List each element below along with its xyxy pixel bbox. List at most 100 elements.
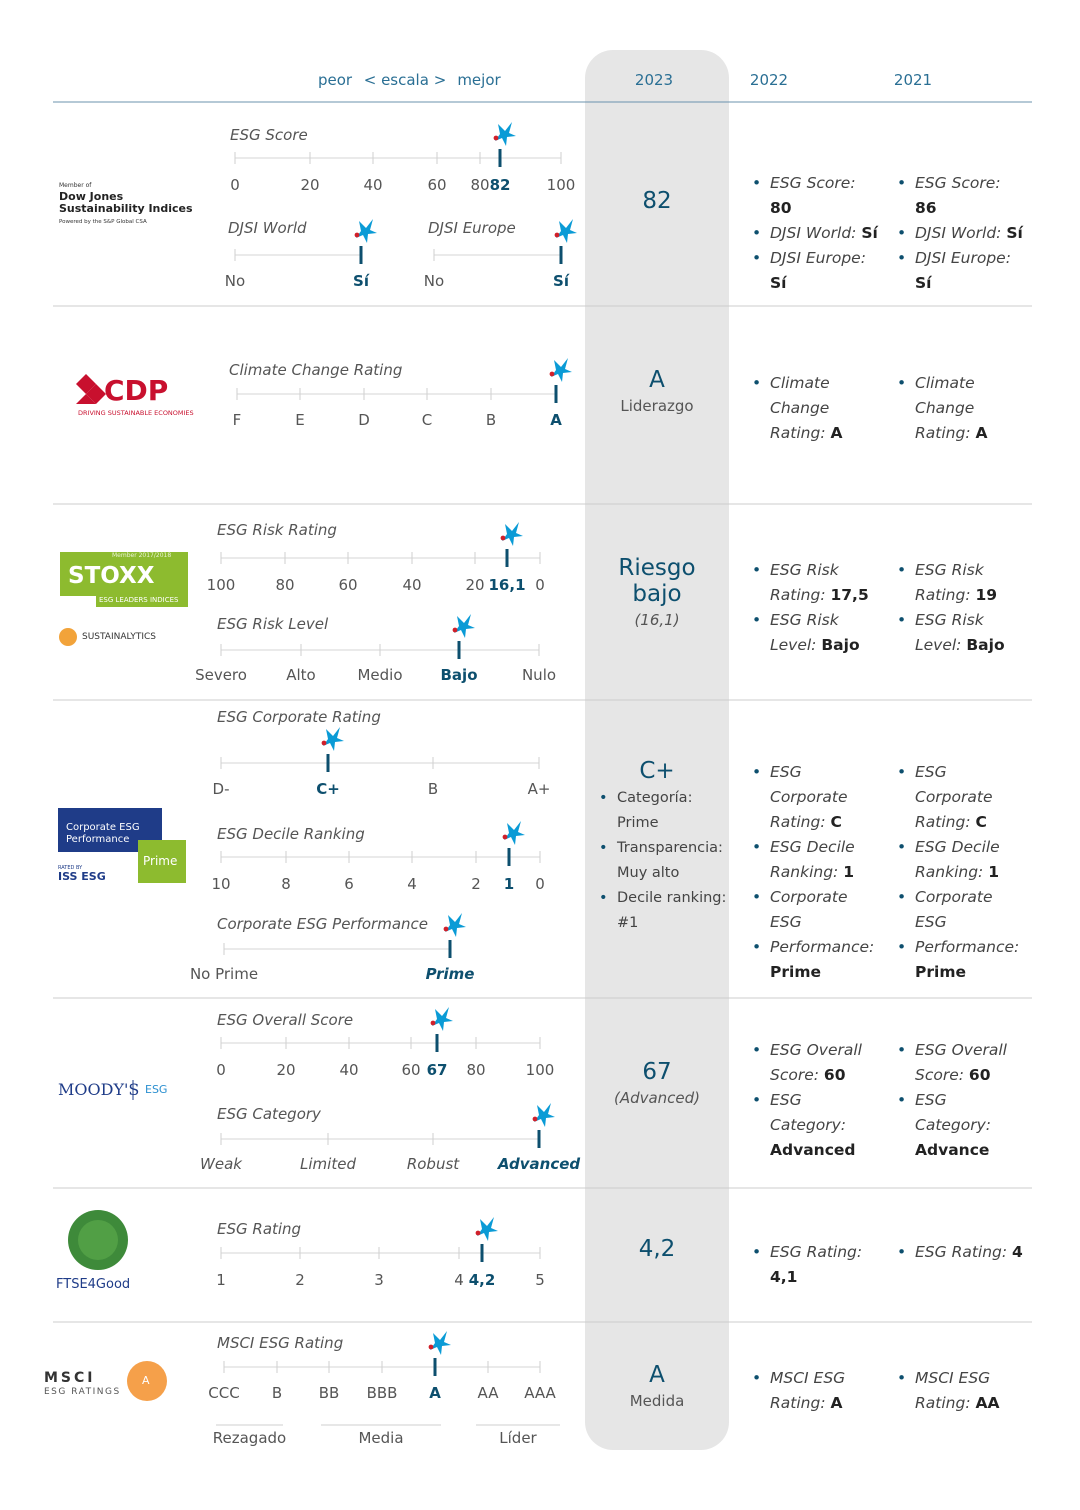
- sustainalytics-mark: [59, 628, 77, 646]
- tick-label: 10: [211, 875, 231, 893]
- tick-label: AA: [477, 1384, 499, 1402]
- logo-text: STOXX: [68, 563, 155, 589]
- cdp-mark: [76, 374, 106, 404]
- year-item: ESG Risk Level: Bajo: [752, 608, 880, 658]
- marker-dot: [443, 926, 449, 932]
- item-label: ESG Decile Ranking:: [770, 838, 855, 881]
- tick-label: A: [550, 411, 562, 429]
- tick-label: 67: [426, 1061, 448, 1079]
- marker: [532, 1103, 555, 1127]
- tick-label: A+: [527, 780, 551, 798]
- tick-label: B: [427, 780, 439, 798]
- scale-title: Corporate ESG Performance: [217, 915, 428, 933]
- rating-main: 4,2: [638, 1236, 676, 1262]
- tick-label: B: [485, 411, 497, 429]
- item-label: DJSI World:: [770, 224, 857, 242]
- scale-title: ESG Overall Score: [217, 1011, 354, 1029]
- item-label: ESG Score:: [915, 174, 1001, 192]
- header-year: 2021: [893, 71, 933, 89]
- marker-dot: [500, 535, 506, 541]
- row-separators: [53, 101, 1032, 1323]
- item-value: A: [975, 424, 988, 442]
- marker: [554, 219, 577, 243]
- year-item: ESG Risk Rating: 19: [897, 558, 1025, 608]
- year-list: ESG Rating: 4: [897, 1240, 1025, 1265]
- item-value: AA: [975, 1394, 1000, 1412]
- item-value: A: [830, 1394, 843, 1412]
- year-item: ESG Corporate Rating: C: [897, 760, 1025, 835]
- logo-text: RATED BY: [58, 865, 83, 871]
- rating-main: 67: [642, 1059, 672, 1085]
- year-list: ESG Risk Rating: 19ESG Risk Level: Bajo: [897, 558, 1025, 658]
- logo-text: Prime: [143, 854, 178, 868]
- tick-label: AAA: [524, 1384, 556, 1402]
- marker: [452, 614, 475, 638]
- group-label: Líder: [499, 1429, 537, 1447]
- tick-label: 20: [300, 176, 320, 194]
- marker-star: [356, 219, 377, 243]
- item-value: 1: [988, 863, 999, 881]
- item-label: ESG Risk Level:: [915, 611, 984, 654]
- logo-text: Member of: [59, 182, 92, 189]
- year-item: ESG Overall Score: 60: [752, 1038, 880, 1088]
- tick-label: No: [423, 272, 445, 290]
- year-list: MSCI ESG Rating: A: [752, 1366, 880, 1416]
- marker-star: [551, 358, 572, 382]
- item-label: ESG Risk Level:: [770, 611, 839, 654]
- year-item: Corporate ESG: [897, 885, 1025, 935]
- item-value: C: [975, 813, 987, 831]
- item-label: MSCI ESG Rating:: [915, 1369, 991, 1412]
- item-value: 19: [975, 586, 998, 604]
- tick-label: B: [271, 1384, 283, 1402]
- header-year: 2022: [749, 71, 789, 89]
- tick-label: 20: [276, 1061, 296, 1079]
- year-item: MSCI ESG Rating: AA: [897, 1366, 1025, 1416]
- tick-label: 0: [216, 1061, 226, 1079]
- item-label: DJSI World:: [915, 224, 1002, 242]
- item-label: ESG Category:: [915, 1091, 992, 1134]
- scale-title: ESG Decile Ranking: [217, 825, 365, 843]
- rating-sub: (16,1): [634, 611, 680, 629]
- marker-star: [432, 1007, 453, 1031]
- tick-label: 80: [466, 1061, 486, 1079]
- tick-label: 8: [281, 875, 291, 893]
- scale-title: ESG Category: [217, 1105, 321, 1123]
- year-item: DJSI Europe: Sí: [752, 246, 880, 296]
- item-value: Sí: [915, 274, 932, 292]
- tick-label: 100: [546, 176, 576, 194]
- rating-sub: (Advanced): [613, 1089, 701, 1107]
- year-item: ESG Score: 86: [897, 171, 1025, 221]
- rating-sub: Liderazgo: [620, 397, 694, 415]
- tick-label: A: [429, 1384, 441, 1402]
- logo-text: FTSE4Good: [56, 1277, 131, 1292]
- year-list: ESG Corporate Rating: CESG Decile Rankin…: [897, 760, 1025, 985]
- logo-text: ESG LEADERS INDICES: [99, 596, 179, 604]
- group-label: Rezagado: [212, 1429, 287, 1447]
- tick-label: 40: [402, 576, 422, 594]
- current-rating: 4,2: [585, 1236, 729, 1262]
- year-item: Climate Change Rating: A: [752, 371, 880, 446]
- item-value: Prime: [915, 963, 966, 981]
- item-label: ESG Corporate Rating:: [770, 763, 848, 831]
- marker: [500, 522, 523, 546]
- tick-label: 40: [363, 176, 383, 194]
- year-item: ESG Decile Ranking: 1: [897, 835, 1025, 885]
- item-label: DJSI Europe:: [770, 249, 866, 267]
- year-item: ESG Risk Level: Bajo: [897, 608, 1025, 658]
- tick-label: F: [232, 411, 242, 429]
- item-value: A: [830, 424, 843, 442]
- year-item: DJSI World: Sí: [752, 221, 880, 246]
- year-list: ESG Corporate Rating: CESG Decile Rankin…: [752, 760, 880, 985]
- logo-text: SUSTAINALYTICS: [82, 632, 156, 642]
- marker-dot: [475, 1230, 481, 1236]
- item-label: Corporate ESG: [770, 888, 848, 931]
- year-item: Performance: Prime: [897, 935, 1025, 985]
- marker-dot: [554, 232, 560, 238]
- tick-label: Sí: [353, 272, 369, 290]
- rating-main: A: [649, 367, 665, 393]
- tick-label: Alto: [286, 666, 316, 684]
- item-label: ESG Overall Score:: [915, 1041, 1007, 1084]
- item-value: Advance: [915, 1141, 990, 1159]
- item-value: 4,1: [770, 1268, 798, 1286]
- year-item: MSCI ESG Rating: A: [752, 1366, 880, 1416]
